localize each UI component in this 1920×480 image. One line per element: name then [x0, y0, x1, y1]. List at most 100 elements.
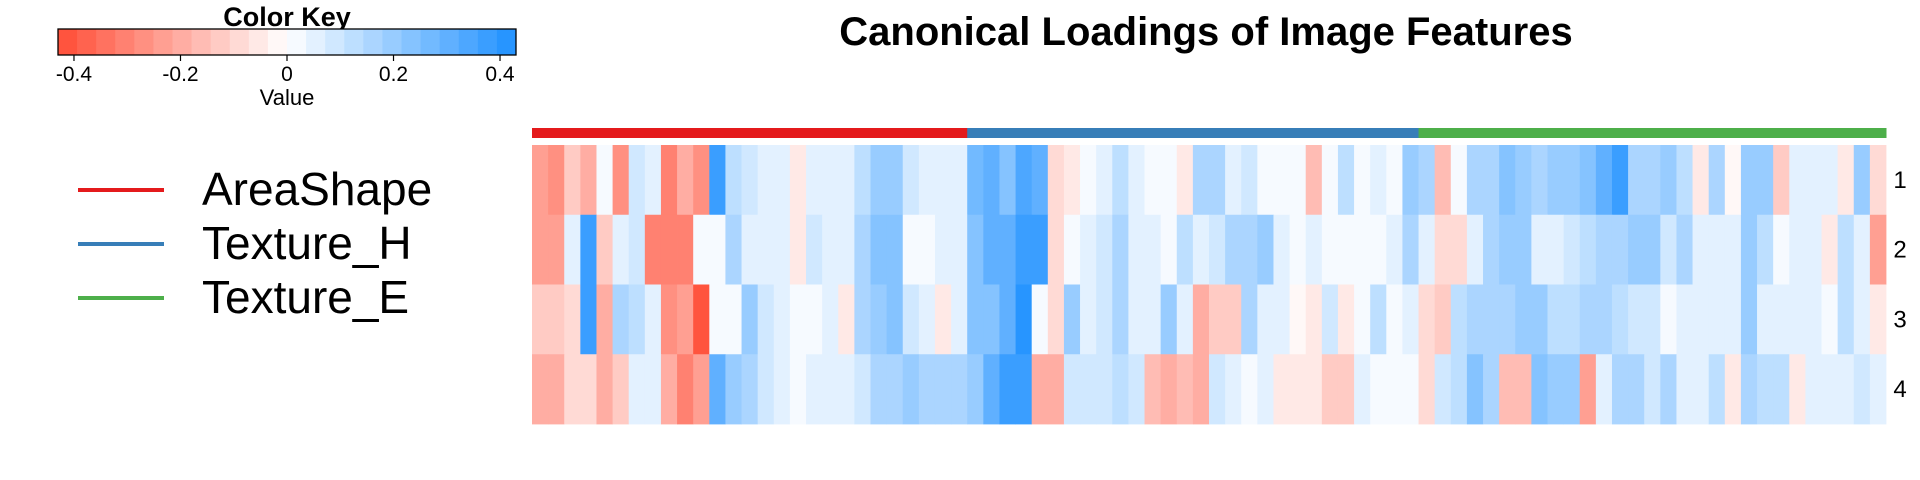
heatmap-cell [1531, 145, 1548, 216]
heatmap-cell [773, 284, 791, 355]
heatmap-cell [1757, 284, 1774, 355]
color-key-step [267, 29, 288, 55]
heatmap-cell [1241, 354, 1258, 425]
heatmap-cell [1483, 354, 1500, 425]
heatmap-cell [789, 214, 807, 285]
heatmap-cell [1354, 284, 1371, 355]
heatmap-cell [1386, 284, 1403, 355]
heatmap-cell [1644, 284, 1661, 355]
heatmap-cell [612, 284, 630, 355]
heatmap-cell [532, 145, 549, 216]
heatmap-cell [1209, 354, 1226, 425]
heatmap-cell [1241, 284, 1258, 355]
legend-label: AreaShape [202, 163, 432, 215]
heatmap-cell [1611, 284, 1629, 355]
heatmap-cell [564, 354, 581, 425]
heatmap-cell [886, 354, 904, 425]
heatmap-cell [983, 145, 1000, 216]
heatmap-cell [1176, 214, 1194, 285]
heatmap-cell [1128, 145, 1145, 216]
heatmap-cell [1112, 284, 1129, 355]
heatmap-cell [870, 145, 888, 216]
heatmap-cell [838, 214, 855, 285]
color-key-step [458, 29, 479, 55]
heatmap-cell [822, 145, 839, 216]
heatmap-cell [660, 354, 678, 425]
heatmap-cell [1305, 354, 1323, 425]
heatmap-cell [1466, 214, 1484, 285]
heatmap-cell [870, 284, 888, 355]
heatmap-cell [1805, 284, 1822, 355]
heatmap-cell [1096, 145, 1113, 216]
heatmap-cell [1563, 145, 1581, 216]
heatmap-cell [1869, 284, 1887, 355]
heatmap-cell [725, 354, 742, 425]
color-key: Color Key -0.4 -0.2 0 0.2 0.4 Value [56, 2, 517, 110]
heatmap-cell [918, 354, 936, 425]
heatmap-cell [1354, 354, 1371, 425]
heatmap-cell [1708, 354, 1726, 425]
heatmap-cell [1724, 214, 1742, 285]
row-label: 3 [1893, 306, 1906, 333]
heatmap-cell [1579, 145, 1597, 216]
heatmap-cell [951, 284, 968, 355]
heatmap-cell [1063, 284, 1081, 355]
heatmap-cell [1337, 214, 1355, 285]
heatmap-cell [999, 354, 1016, 425]
row-labels: 1 2 3 4 [1893, 167, 1906, 403]
heatmap-cell [709, 284, 726, 355]
heatmap-cell [838, 354, 855, 425]
heatmap-cell [1724, 284, 1742, 355]
heatmap-cell [1499, 354, 1516, 425]
color-key-tick-label: 0.4 [485, 63, 515, 86]
heatmap-cell [1595, 214, 1613, 285]
heatmap-cell [1515, 214, 1532, 285]
heatmap-cell [1289, 284, 1307, 355]
heatmap-cell [1192, 214, 1210, 285]
heatmap-cell [1047, 214, 1065, 285]
heatmap-cell [693, 145, 710, 216]
heatmap-cell [1241, 145, 1258, 216]
heatmap-cell [1628, 284, 1645, 355]
heatmap-cell [1273, 214, 1290, 285]
heatmap-cell [1257, 284, 1274, 355]
heatmap-cell [773, 214, 791, 285]
heatmap-cell [1337, 145, 1355, 216]
color-key-bar [58, 29, 517, 55]
heatmap-cell [1160, 214, 1178, 285]
heatmap-cell [1337, 354, 1355, 425]
heatmap-cell [1676, 354, 1693, 425]
heatmap-cell [806, 284, 823, 355]
heatmap-cell [1579, 354, 1597, 425]
heatmap-cell [1499, 214, 1516, 285]
heatmap-cell [1611, 214, 1629, 285]
heatmap-cell [1128, 354, 1145, 425]
heatmap-cell [580, 145, 597, 216]
heatmap-cell [1805, 354, 1822, 425]
heatmap-cell [870, 214, 888, 285]
heatmap-cell [886, 145, 904, 216]
heatmap-cell [1209, 214, 1226, 285]
color-key-step [496, 29, 517, 55]
color-key-value-label: Value [260, 85, 315, 110]
heatmap-cell [854, 145, 871, 216]
heatmap-cell [548, 354, 565, 425]
heatmap-cell [1757, 354, 1774, 425]
heatmap-cell [918, 284, 936, 355]
heatmap-cell [757, 284, 775, 355]
heatmap-cell [1450, 145, 1468, 216]
color-key-step [306, 29, 326, 55]
heatmap-cell [999, 214, 1016, 285]
heatmap-cell [1724, 145, 1742, 216]
heatmap-cell [854, 214, 871, 285]
heatmap-cell [677, 284, 694, 355]
heatmap-cell [1289, 145, 1307, 216]
heatmap-cell [564, 145, 581, 216]
heatmap-cell [951, 145, 968, 216]
heatmap-cell [822, 354, 839, 425]
heatmap-cell [1499, 145, 1516, 216]
heatmap-cell [1321, 145, 1339, 216]
heatmap-cell [1821, 214, 1839, 285]
heatmap-cell [1160, 354, 1178, 425]
heatmap-cell [1225, 214, 1242, 285]
